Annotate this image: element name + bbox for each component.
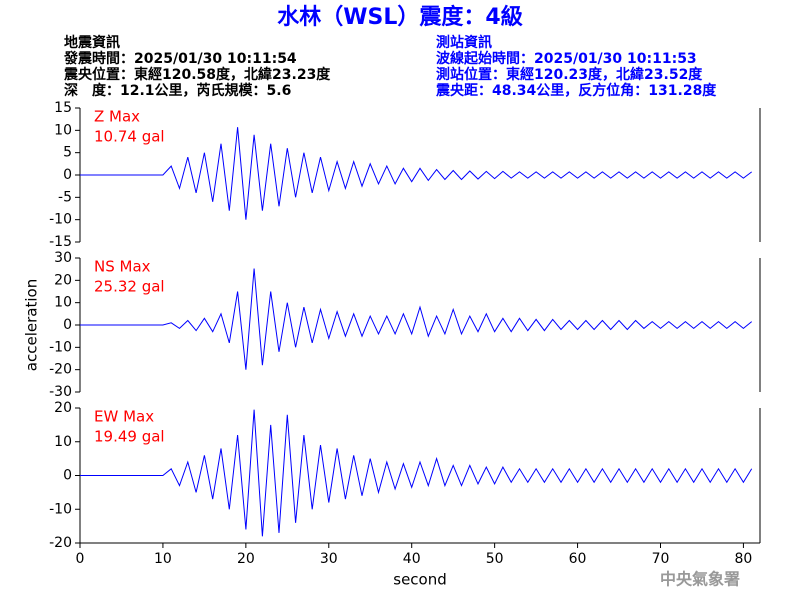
title: 水林（WSL）震度：4級 [277, 4, 522, 30]
y-tick-label: -10 [49, 501, 72, 517]
x-axis-label: second [393, 571, 447, 589]
y-tick-label: 10 [54, 122, 72, 138]
x-tick-label: 30 [320, 551, 338, 567]
y-tick-label: -10 [49, 212, 72, 228]
info-line: 波線起始時間：2025/01/30 10:11:53 [436, 50, 697, 67]
y-tick-label: -15 [49, 234, 72, 250]
y-tick-label: 15 [54, 100, 72, 116]
info-line: 發震時間：2025/01/30 10:11:54 [63, 50, 297, 67]
x-tick-label: 20 [237, 551, 255, 567]
y-tick-label: 0 [63, 167, 72, 183]
y-tick-label: 20 [54, 400, 72, 416]
info-line: 測站資訊 [436, 34, 492, 51]
info-line: 深 度：12.1公里，芮氏規模：5.6 [64, 82, 291, 99]
y-tick-label: -20 [49, 362, 72, 378]
y-tick-label: -10 [49, 339, 72, 355]
y-tick-label: 0 [63, 468, 72, 484]
info-line: 震央距：48.34公里，反方位角：131.28度 [435, 82, 717, 99]
x-tick-label: 10 [154, 551, 172, 567]
x-tick-label: 0 [76, 551, 85, 567]
waveform [80, 268, 753, 370]
y-tick-label: -20 [49, 535, 72, 551]
x-tick-label: 60 [569, 551, 587, 567]
peak-annotation: EW Max [94, 408, 154, 426]
peak-annotation: Z Max [94, 108, 140, 126]
y-axis-label: acceleration [23, 279, 41, 371]
x-tick-label: 50 [486, 551, 504, 567]
y-tick-label: 0 [63, 317, 72, 333]
y-tick-label: 5 [63, 145, 72, 161]
footer: 中央氣象署 [660, 570, 740, 589]
info-line: 震央位置：東經120.58度，北緯23.23度 [63, 66, 331, 83]
y-tick-label: 30 [54, 250, 72, 266]
x-tick-label: 40 [403, 551, 421, 567]
waveform [80, 409, 753, 537]
y-tick-label: -5 [58, 189, 72, 205]
y-tick-label: 20 [54, 272, 72, 288]
y-tick-label: -30 [49, 384, 72, 400]
station-info: 測站資訊 波線起始時間：2025/01/30 10:11:53 測站位置：東經1… [435, 34, 717, 99]
x-tick-label: 70 [652, 551, 670, 567]
x-tick-label: 80 [735, 551, 753, 567]
peak-annotation: 19.49 gal [94, 428, 165, 446]
info-line: 測站位置：東經120.23度，北緯23.52度 [436, 66, 703, 83]
peak-annotation: NS Max [94, 258, 151, 276]
y-tick-label: 10 [54, 295, 72, 311]
peak-annotation: 10.74 gal [94, 128, 165, 146]
waveform [80, 127, 752, 220]
peak-annotation: 25.32 gal [94, 278, 165, 296]
event-info: 地震資訊 發震時間：2025/01/30 10:11:54 震央位置：東經120… [63, 34, 331, 99]
y-tick-label: 10 [54, 434, 72, 450]
info-line: 地震資訊 [64, 34, 120, 51]
